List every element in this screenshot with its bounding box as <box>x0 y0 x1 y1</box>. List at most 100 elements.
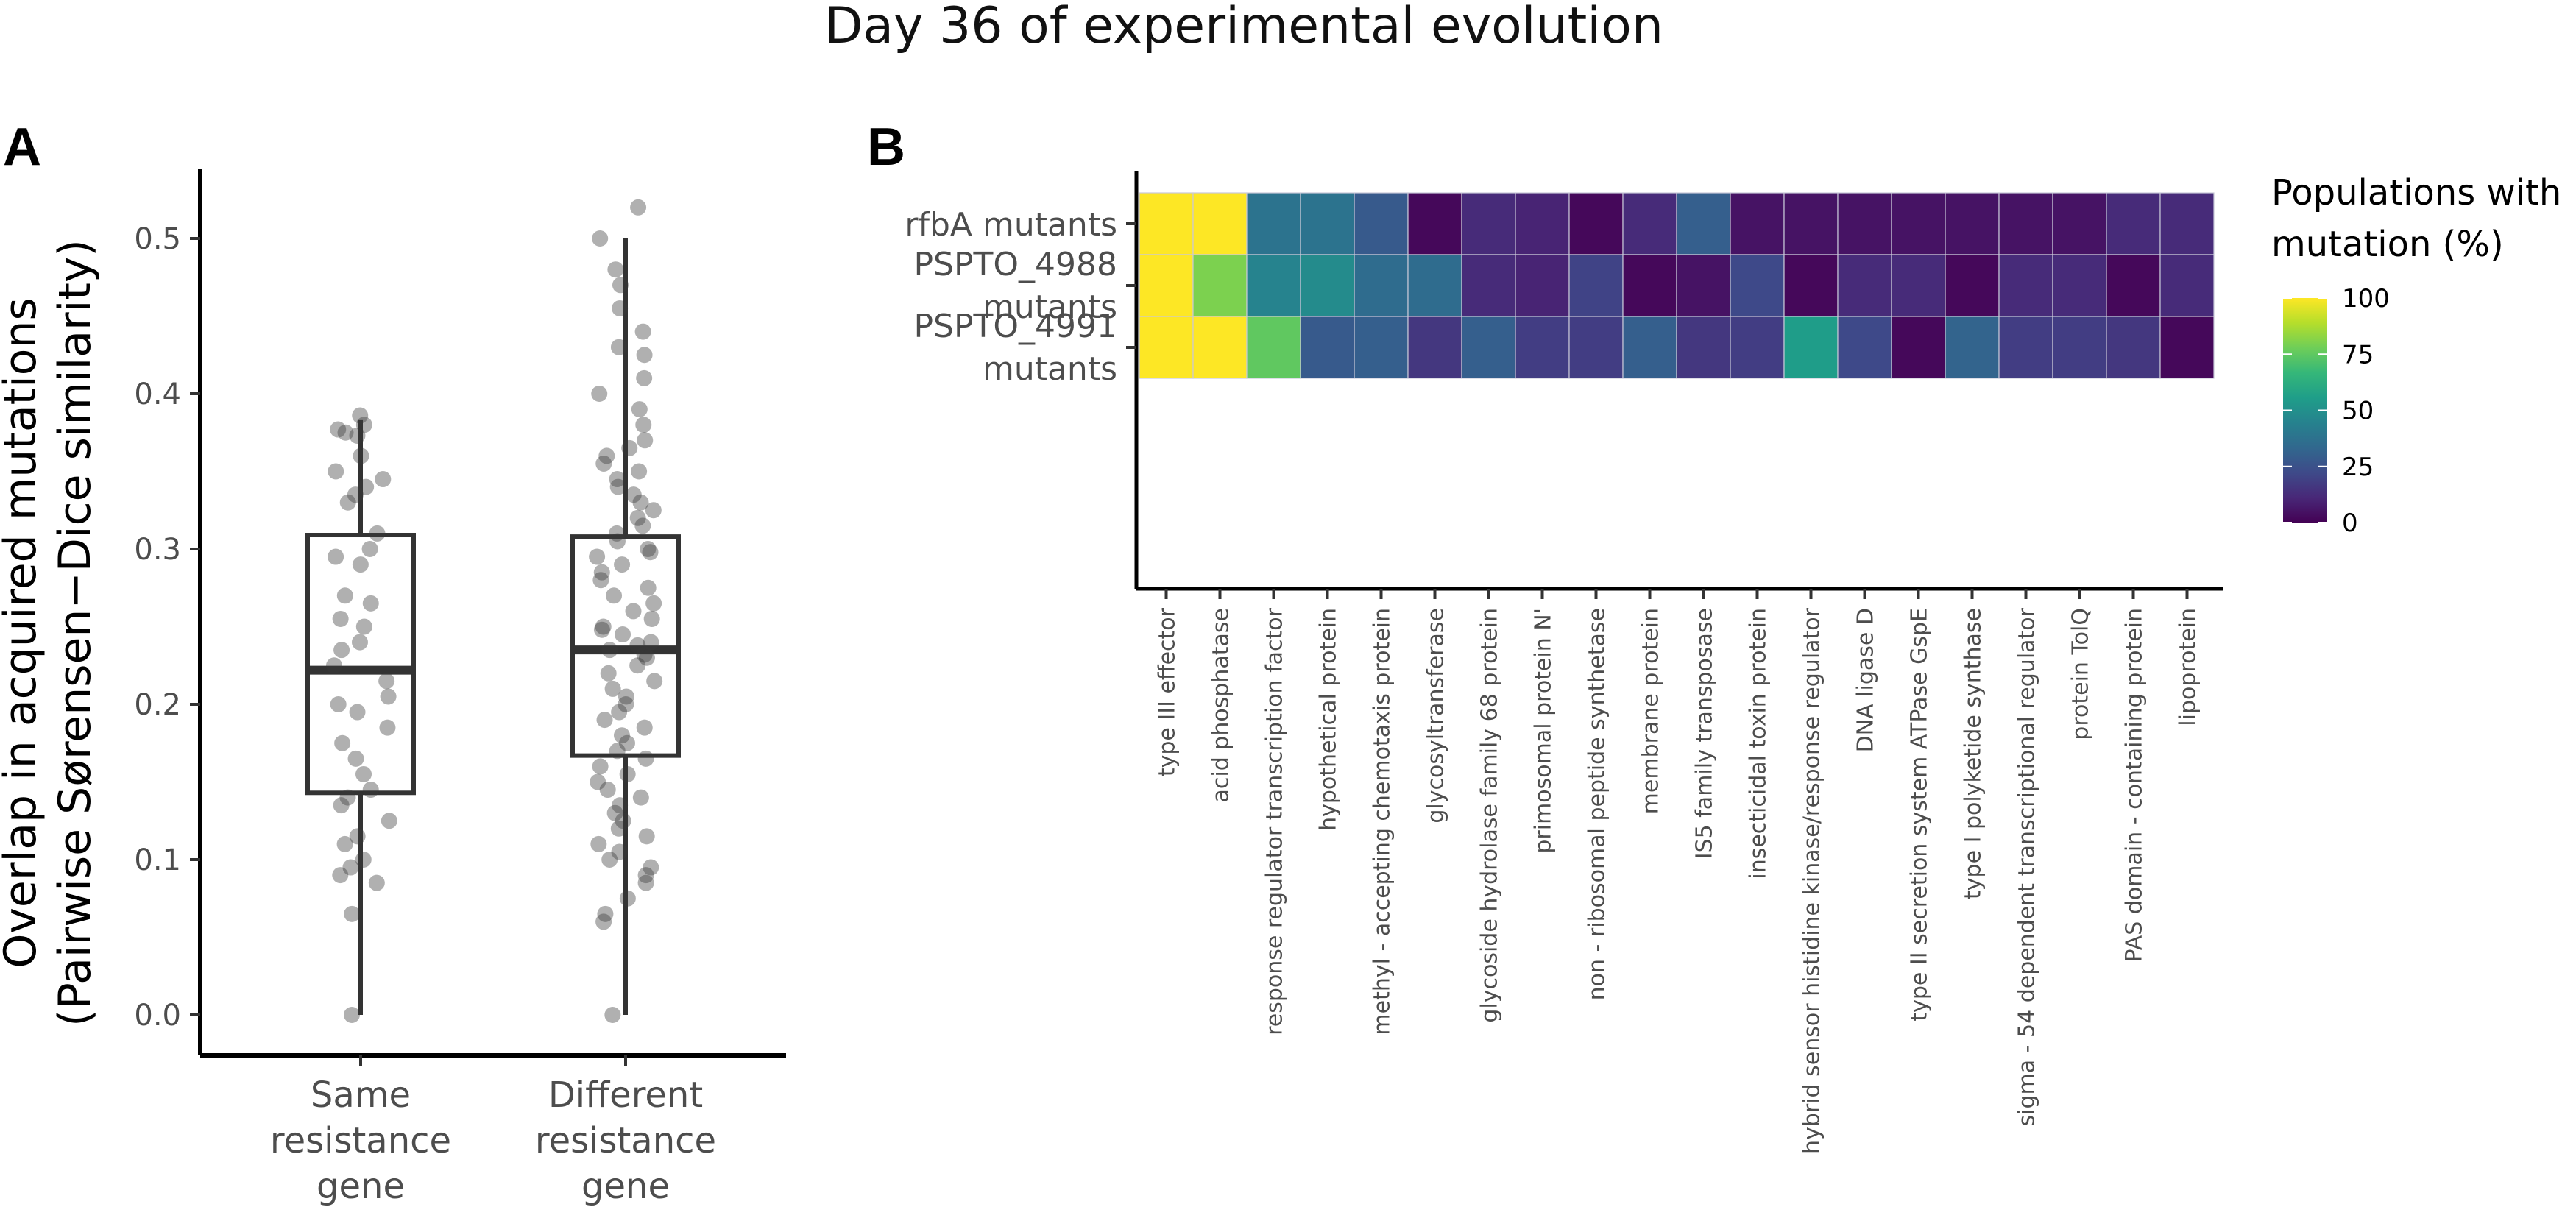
column-label: type III effector <box>1155 607 1181 776</box>
heatmap-cell <box>1515 192 1570 255</box>
data-point <box>643 859 659 876</box>
heatmap-cell <box>1568 254 1624 317</box>
heatmap-cell <box>1945 316 2000 379</box>
heatmap-cell <box>1998 192 2053 255</box>
data-point <box>640 579 657 596</box>
legend-tick-label: 75 <box>2342 340 2374 369</box>
data-point <box>615 813 631 829</box>
row-label-line: mutants <box>983 288 1117 326</box>
panel-b-label: B <box>867 118 905 177</box>
data-point <box>612 797 629 814</box>
data-point <box>600 665 617 682</box>
column-label: sigma - 54 dependent transcriptional reg… <box>2014 607 2040 1126</box>
heatmap-cells <box>1139 192 2215 379</box>
data-point <box>369 525 386 542</box>
heatmap-cell <box>2052 254 2107 317</box>
data-point <box>593 564 610 581</box>
heatmap-cell <box>1945 192 2000 255</box>
data-point <box>612 277 629 294</box>
column-label: primosomal protein N' <box>1531 608 1557 854</box>
heatmap-cell <box>1139 316 1194 379</box>
data-point <box>595 618 612 635</box>
heatmap-cell <box>2159 254 2215 317</box>
data-point <box>361 541 378 557</box>
column-label: hypothetical protein <box>1316 608 1342 831</box>
data-point <box>355 417 372 433</box>
data-point <box>635 417 652 433</box>
data-point <box>601 642 618 659</box>
heatmap-cell <box>1192 192 1248 255</box>
box-iqr <box>305 533 416 796</box>
heatmap-cell <box>1783 316 1839 379</box>
data-point <box>379 719 396 736</box>
data-point <box>332 610 349 627</box>
data-point <box>638 649 655 666</box>
y-tick-label: 0.0 <box>134 999 181 1033</box>
data-point <box>636 347 653 364</box>
heatmap-cell <box>1676 192 1731 255</box>
data-point <box>362 595 379 612</box>
heatmap-cell <box>1676 316 1731 379</box>
column-label: lipoprotein <box>2176 608 2201 726</box>
heatmap-cell <box>1998 254 2053 317</box>
x-tick-label-line: resistance <box>270 1120 451 1161</box>
data-point <box>625 603 642 620</box>
data-point <box>368 874 385 891</box>
data-point <box>619 890 636 907</box>
data-point <box>629 657 646 674</box>
data-point <box>349 704 366 721</box>
column-label: glycoside hydrolase family 68 protein <box>1477 608 1503 1023</box>
data-point <box>636 646 653 663</box>
data-point <box>614 556 631 573</box>
data-point <box>342 859 359 876</box>
data-point <box>355 852 372 868</box>
heatmap-cell <box>1407 192 1462 255</box>
data-point <box>598 447 615 464</box>
data-point <box>604 1007 621 1023</box>
data-point <box>590 835 607 852</box>
heatmap-cell <box>1192 254 1248 317</box>
data-point <box>349 427 366 444</box>
legend-tick-label: 50 <box>2342 397 2374 426</box>
legend-title-line: mutation (%) <box>2271 224 2504 265</box>
heatmap-cell <box>1568 316 1624 379</box>
data-point <box>646 673 663 690</box>
heatmap-cell <box>1891 254 1946 317</box>
heatmap-cell <box>1622 192 1677 255</box>
heatmap-cell <box>1730 316 1785 379</box>
data-point <box>596 712 613 729</box>
legend-title-line: Populations with <box>2271 172 2561 213</box>
data-point <box>611 704 628 721</box>
data-point <box>592 758 609 775</box>
data-point <box>621 439 638 456</box>
data-point <box>643 610 660 627</box>
data-point <box>378 673 395 690</box>
data-point <box>610 820 627 837</box>
panel-a-marks <box>305 199 681 1023</box>
data-point <box>589 548 606 565</box>
heatmap-cell <box>1891 316 1946 379</box>
data-point <box>599 782 616 799</box>
data-point <box>606 804 623 821</box>
data-point <box>333 797 350 814</box>
heatmap-cell <box>1407 316 1462 379</box>
heatmap-cell <box>1837 192 1892 255</box>
x-tick-label: Different resistance gene <box>535 1075 716 1207</box>
data-point <box>609 478 626 495</box>
data-point <box>640 541 657 557</box>
data-point <box>332 867 349 884</box>
row-label: PSPTO_4991 mutants <box>914 308 1117 388</box>
data-point <box>625 486 642 503</box>
data-point <box>611 843 628 860</box>
row-label-line: PSPTO_4988 <box>914 246 1117 283</box>
data-point <box>645 502 662 519</box>
data-point <box>591 386 608 402</box>
row-label-line: rfbA mutants <box>905 206 1117 244</box>
y-tick-label: 0.2 <box>134 688 181 722</box>
heatmap-cell <box>1622 316 1677 379</box>
heatmap-legend: Populations with mutation (%) 100 75 50 25 0 <box>2271 172 2561 538</box>
panel-a-boxplot: A Overlap in acquired mutations (Pairwis… <box>0 118 786 1207</box>
